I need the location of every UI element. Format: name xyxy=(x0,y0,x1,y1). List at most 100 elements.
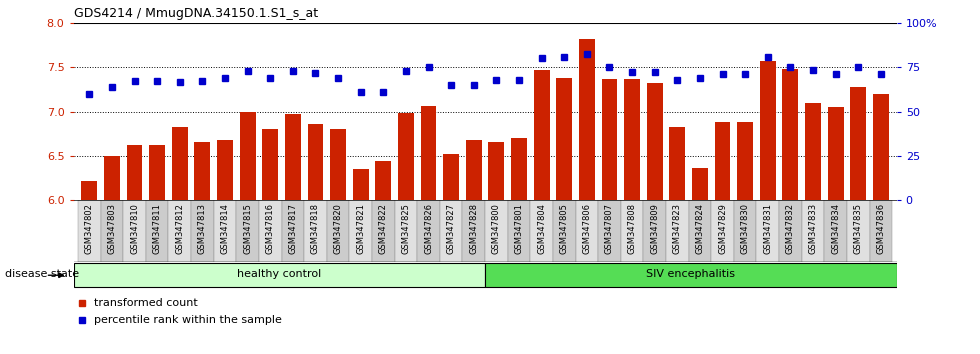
Bar xyxy=(485,200,508,262)
Bar xyxy=(782,69,799,200)
Bar xyxy=(602,79,617,200)
Text: GSM347815: GSM347815 xyxy=(243,203,252,254)
Bar xyxy=(760,61,776,200)
Bar xyxy=(714,122,730,200)
Text: GSM347834: GSM347834 xyxy=(831,203,840,254)
Text: GSM347829: GSM347829 xyxy=(718,203,727,254)
Bar xyxy=(81,181,97,200)
Bar xyxy=(553,200,575,262)
Bar xyxy=(172,127,188,200)
Bar xyxy=(644,200,666,262)
Text: GSM347805: GSM347805 xyxy=(560,203,568,254)
Text: GSM347832: GSM347832 xyxy=(786,203,795,254)
Bar xyxy=(598,200,620,262)
Bar xyxy=(847,200,869,262)
Bar xyxy=(734,200,757,262)
Bar xyxy=(557,78,572,200)
Bar xyxy=(395,200,417,262)
Bar xyxy=(308,124,323,200)
Text: transformed count: transformed count xyxy=(94,298,198,308)
Bar xyxy=(463,200,485,262)
Bar xyxy=(692,168,708,200)
Text: GSM347830: GSM347830 xyxy=(741,203,750,254)
Text: GSM347824: GSM347824 xyxy=(696,203,705,254)
Bar xyxy=(191,200,214,262)
Bar xyxy=(737,122,753,200)
Bar xyxy=(350,200,372,262)
Bar xyxy=(711,200,734,262)
Bar xyxy=(281,200,304,262)
Bar xyxy=(263,129,278,200)
Text: GSM347806: GSM347806 xyxy=(582,203,591,254)
Bar xyxy=(530,200,553,262)
Bar xyxy=(508,200,530,262)
Bar xyxy=(149,145,165,200)
Text: GSM347827: GSM347827 xyxy=(447,203,456,254)
Text: GSM347803: GSM347803 xyxy=(108,203,117,254)
Bar xyxy=(647,83,662,200)
Bar xyxy=(104,156,120,200)
Bar xyxy=(869,200,892,262)
Text: GSM347801: GSM347801 xyxy=(514,203,523,254)
Text: GSM347809: GSM347809 xyxy=(650,203,660,254)
Text: SIV encephalitis: SIV encephalitis xyxy=(647,269,735,279)
Bar xyxy=(485,263,897,287)
Bar xyxy=(214,200,236,262)
Bar xyxy=(240,112,256,200)
Bar xyxy=(579,39,595,200)
Bar xyxy=(669,127,685,200)
Text: percentile rank within the sample: percentile rank within the sample xyxy=(94,315,282,325)
Bar xyxy=(259,200,281,262)
Bar xyxy=(828,107,844,200)
Bar xyxy=(326,200,350,262)
Bar xyxy=(353,169,368,200)
Text: GSM347810: GSM347810 xyxy=(130,203,139,254)
Bar xyxy=(78,200,101,262)
Bar xyxy=(330,129,346,200)
Bar xyxy=(304,200,326,262)
Text: GSM347802: GSM347802 xyxy=(85,203,94,254)
Text: GSM347820: GSM347820 xyxy=(333,203,343,254)
Bar xyxy=(779,200,802,262)
Bar xyxy=(194,142,211,200)
Bar xyxy=(488,142,505,200)
Text: GSM347816: GSM347816 xyxy=(266,203,274,254)
Bar xyxy=(218,140,233,200)
Bar xyxy=(466,140,482,200)
Text: GSM347826: GSM347826 xyxy=(424,203,433,254)
Bar xyxy=(534,70,550,200)
Text: healthy control: healthy control xyxy=(237,269,321,279)
Bar xyxy=(620,200,644,262)
Bar xyxy=(146,200,169,262)
Text: GSM347833: GSM347833 xyxy=(808,203,817,254)
Bar xyxy=(443,154,459,200)
Bar xyxy=(873,94,889,200)
Text: GSM347800: GSM347800 xyxy=(492,203,501,254)
Bar xyxy=(851,87,866,200)
Bar xyxy=(375,161,391,200)
Text: GSM347835: GSM347835 xyxy=(854,203,862,254)
Bar xyxy=(398,113,414,200)
Bar xyxy=(689,200,711,262)
Bar xyxy=(420,106,436,200)
Text: GSM347813: GSM347813 xyxy=(198,203,207,254)
Bar xyxy=(824,200,847,262)
Bar xyxy=(169,200,191,262)
Bar xyxy=(806,103,821,200)
Bar xyxy=(123,200,146,262)
Bar xyxy=(101,200,123,262)
Text: GSM347825: GSM347825 xyxy=(402,203,411,254)
Text: GSM347836: GSM347836 xyxy=(876,203,885,254)
Text: GSM347811: GSM347811 xyxy=(153,203,162,254)
Text: GSM347814: GSM347814 xyxy=(220,203,229,254)
Text: GSM347804: GSM347804 xyxy=(537,203,546,254)
Text: GDS4214 / MmugDNA.34150.1.S1_s_at: GDS4214 / MmugDNA.34150.1.S1_s_at xyxy=(74,7,318,21)
Text: GSM347823: GSM347823 xyxy=(673,203,682,254)
Text: GSM347807: GSM347807 xyxy=(605,203,614,254)
Text: GSM347831: GSM347831 xyxy=(763,203,772,254)
Text: GSM347821: GSM347821 xyxy=(356,203,366,254)
Bar xyxy=(417,200,440,262)
Bar xyxy=(74,263,485,287)
Bar xyxy=(126,145,142,200)
Text: disease state: disease state xyxy=(5,269,79,279)
